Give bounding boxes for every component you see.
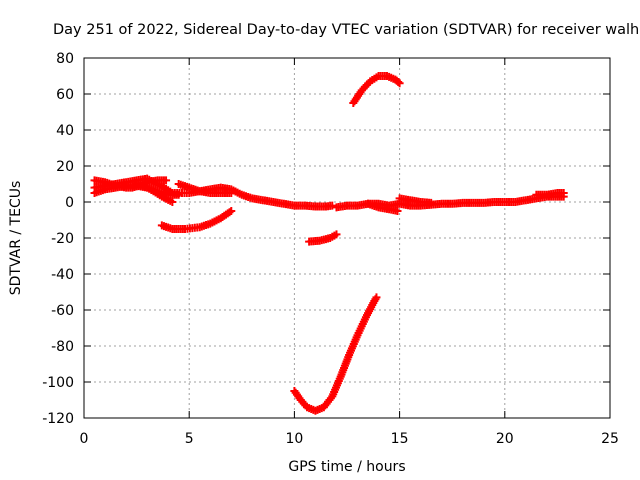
- y-tick-label: 80: [56, 51, 74, 67]
- x-tick-label: 25: [601, 431, 619, 447]
- y-tick-label: -60: [51, 303, 74, 319]
- grid-lines: [84, 58, 610, 418]
- series-short-segment: [305, 230, 341, 246]
- y-tick-label: -40: [51, 267, 74, 283]
- data-point: [395, 79, 404, 88]
- data-point: [559, 189, 568, 197]
- data-point: [427, 198, 436, 207]
- series-negative-arc: [157, 207, 236, 233]
- y-axis-label: SDTVAR / TECUs: [8, 181, 24, 296]
- data-point: [168, 198, 177, 206]
- series-mid-arc: [174, 180, 236, 197]
- x-tick-label: 10: [285, 431, 303, 447]
- y-tick-label: -20: [51, 231, 74, 247]
- data-point: [227, 207, 236, 215]
- data-point: [332, 230, 341, 239]
- data-series: [90, 72, 568, 415]
- data-point: [174, 190, 183, 199]
- chart-title: Day 251 of 2022, Sidereal Day-to-day VTE…: [53, 22, 639, 38]
- x-tick-label: 20: [496, 431, 514, 447]
- y-tick-label: 60: [56, 87, 74, 103]
- data-point: [162, 176, 171, 185]
- data-point: [328, 201, 337, 210]
- series-early-arc-c: [132, 180, 177, 206]
- data-point: [394, 78, 403, 86]
- y-tick-label: 40: [56, 123, 74, 139]
- y-tick-label: -80: [51, 339, 74, 355]
- data-point: [393, 207, 402, 215]
- axis-ticks: -120 -100 -80 -60 -40 -20 0 20 40 60 80 0 5 10 15 20 25: [42, 51, 619, 447]
- x-axis-label: GPS time / hours: [288, 459, 405, 475]
- series-late-arc-a: [364, 199, 402, 215]
- y-tick-label: -100: [42, 375, 74, 391]
- data-point: [227, 189, 236, 197]
- y-tick-label: -120: [42, 411, 74, 427]
- series-deep-dip: [290, 293, 381, 415]
- series-late-arc-c: [532, 189, 568, 199]
- x-tick-label: 0: [80, 431, 89, 447]
- series-high-arc: [349, 72, 404, 107]
- y-tick-label: 0: [65, 195, 74, 211]
- data-point: [372, 293, 381, 302]
- series-late-arc-b: [395, 194, 436, 207]
- x-tick-label: 5: [185, 431, 194, 447]
- y-tick-label: 20: [56, 159, 74, 175]
- x-tick-label: 15: [391, 431, 409, 447]
